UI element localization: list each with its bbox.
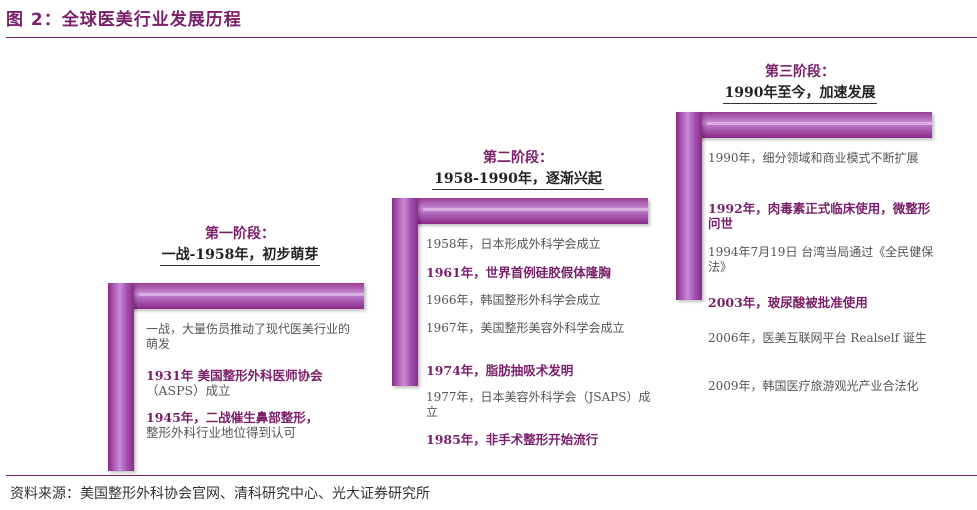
source-note: 资料来源：美国整形外科协会官网、清科研究中心、光大证券研究所: [10, 486, 430, 502]
stage-3-event: 2006年，医美互联网平台 Realself 诞生: [708, 331, 927, 345]
stage-3-event: 1990年，细分领域和商业模式不断扩展: [708, 151, 919, 165]
stage-2-period: 1958-1990年，逐渐兴起: [432, 169, 604, 190]
stage-2-name: 第二阶段：: [483, 150, 553, 166]
figure-title: 图 2：全球医美行业发展历程: [6, 10, 242, 30]
stage-3-event: 2009年，韩国医疗旅游观光产业合法化: [708, 379, 919, 393]
stage-2-event: 1966年，韩国整形外科学会成立: [426, 293, 601, 307]
stage-3-event: 1994年7月19日 台湾当局通过《全民健保法》: [708, 245, 934, 274]
stage-3-bar-vertical: [676, 112, 702, 300]
stage-3-header: 第三阶段： 1990年至今，加速发展: [700, 62, 900, 104]
stage-2-event: 1977年，日本美容外科学会（JSAPS）成立: [426, 390, 651, 419]
stage-1-events: 一战，大量伤员推动了现代医美行业的萌发 1931年 美国整形外科医师协会 （AS…: [146, 322, 358, 472]
stage-2-event: 1974年，脂肪抽吸术发明: [426, 363, 574, 378]
stage-2-event: 1985年，非手术整形开始流行: [426, 432, 599, 447]
stage-2-bar-horizontal: [392, 198, 648, 224]
stage-2-event: 1967年，美国整形美容外科学会成立: [426, 321, 625, 335]
stage-1-period: 一战-1958年，初步萌芽: [159, 245, 321, 266]
stage-1-event: 一战，大量伤员推动了现代医美行业的萌发: [146, 322, 351, 351]
stage-3-event: 2003年，玻尿酸被批准使用: [708, 295, 868, 310]
stage-3-bar-horizontal: [676, 112, 932, 138]
stage-3-period: 1990年至今，加速发展: [722, 83, 878, 104]
stage-2-event: 1958年，日本形成外科学会成立: [426, 237, 601, 251]
stage-2-bar-vertical: [392, 198, 418, 386]
stage-3-events: 1990年，细分领域和商业模式不断扩展 1992年，肉毒素正式临床使用，微整形问…: [708, 151, 936, 411]
stage-1-event: 1931年 美国整形外科医师协会 （ASPS）成立: [146, 368, 323, 398]
stage-2-events: 1958年，日本形成外科学会成立 1961年，世界首例硅胶假体隆胸 1966年，…: [426, 237, 656, 457]
stage-3-event: 1992年，肉毒素正式临床使用，微整形问世: [708, 201, 931, 231]
stage-1-bar-vertical: [108, 283, 134, 471]
stage-3-name: 第三阶段：: [765, 64, 835, 80]
stage-2-event: 1961年，世界首例硅胶假体隆胸: [426, 265, 611, 280]
stage-1-bar-horizontal: [108, 283, 364, 309]
top-rule: [6, 37, 977, 38]
stage-2-header: 第二阶段： 1958-1990年，逐渐兴起: [408, 148, 628, 190]
stage-1-header: 第一阶段： 一战-1958年，初步萌芽: [140, 224, 340, 266]
stage-1-name: 第一阶段：: [205, 226, 275, 242]
stage-1-event: 1945年，二战催生鼻部整形， 整形外科行业地位得到认可: [146, 410, 319, 440]
bottom-rule: [6, 475, 977, 476]
